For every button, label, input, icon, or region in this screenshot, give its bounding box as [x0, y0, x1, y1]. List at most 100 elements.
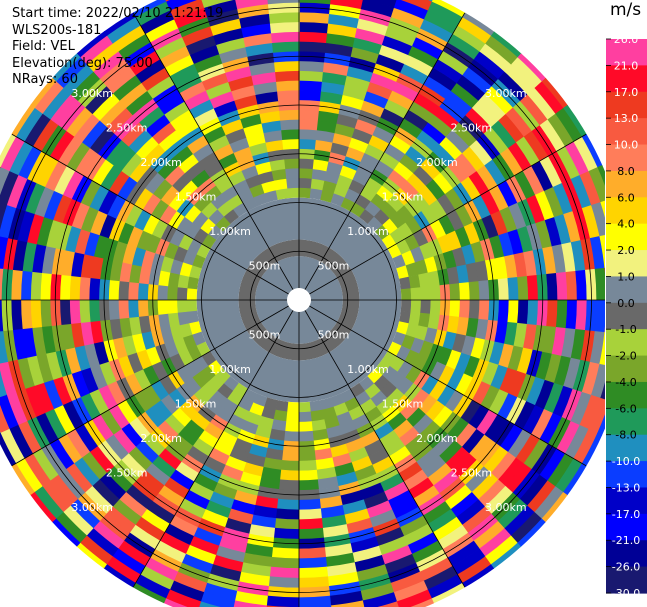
- colorbar-band: [606, 118, 647, 146]
- range-ring-label: 500m: [318, 328, 350, 341]
- gate-cell: [105, 434, 129, 461]
- gate-cell: [20, 299, 33, 330]
- gate-cell: [429, 285, 441, 301]
- gate-cell: [176, 365, 193, 384]
- gate-cell: [570, 391, 592, 426]
- gate-cell: [310, 409, 325, 422]
- gate-cell: [446, 266, 460, 285]
- gate-cell: [79, 534, 113, 565]
- gate-cell: [208, 447, 230, 466]
- gate-cell: [408, 101, 435, 123]
- gate-cell: [513, 322, 528, 349]
- gate-cell: [74, 344, 91, 371]
- gate-cell: [513, 401, 536, 431]
- colorbar-band: [606, 302, 647, 330]
- gate-cell: [476, 409, 498, 436]
- gate-cell: [164, 523, 194, 546]
- gate-cell: [152, 399, 173, 421]
- gate-cell: [591, 201, 605, 238]
- gate-cell: [508, 370, 527, 398]
- range-ring-label: 2.00km: [140, 156, 182, 169]
- gate-cell: [128, 128, 153, 154]
- gate-cell: [375, 53, 405, 74]
- nrays-text: NRays: 60: [12, 72, 78, 87]
- gate-cell: [201, 509, 229, 528]
- gate-cell: [22, 327, 37, 358]
- gate-cell: [138, 315, 152, 334]
- gate-cell: [261, 120, 282, 134]
- gate-cell: [209, 491, 235, 510]
- gate-cell: [531, 160, 554, 192]
- gate-cell: [150, 380, 169, 401]
- gate-cell: [61, 249, 76, 277]
- gate-cell: [298, 430, 314, 442]
- gate-cell: [446, 540, 480, 567]
- gate-cell: [438, 365, 456, 386]
- gate-cell: [24, 112, 52, 147]
- gate-cell: [422, 501, 452, 525]
- gate-cell: [232, 437, 253, 454]
- gate-cell: [396, 205, 414, 223]
- gate-cell: [198, 601, 221, 607]
- gate-cell: [388, 90, 415, 111]
- gate-cell: [177, 311, 190, 326]
- gate-cell: [203, 455, 226, 475]
- gate-cell: [223, 208, 240, 224]
- gate-cell: [255, 161, 273, 175]
- gate-cell: [65, 462, 93, 493]
- gate-cell: [298, 459, 317, 472]
- gate-cell: [138, 106, 165, 130]
- gate-cell: [522, 405, 545, 435]
- gate-cell: [494, 320, 508, 345]
- gate-cell: [462, 146, 486, 172]
- gate-cell: [215, 368, 231, 384]
- gate-cell: [411, 192, 430, 212]
- gate-cell: [377, 601, 399, 607]
- range-ring-label: 3.00km: [485, 501, 527, 514]
- gate-cell: [516, 518, 546, 548]
- gate-cell: [483, 414, 507, 442]
- gate-cell: [299, 119, 319, 131]
- gate-cell: [324, 170, 341, 185]
- gate-cell: [89, 210, 108, 236]
- gate-cell: [415, 448, 440, 471]
- gate-cell: [298, 411, 312, 423]
- gate-cell: [275, 188, 289, 200]
- colorbar-tick-label: -17.0: [612, 508, 640, 521]
- gate-cell: [430, 582, 465, 604]
- gate-cell: [497, 71, 529, 102]
- gate-cell: [544, 353, 562, 384]
- gate-cell: [498, 113, 525, 144]
- gate-cell: [271, 419, 287, 432]
- gate-cell: [354, 464, 377, 482]
- gate-cell: [326, 562, 357, 577]
- gate-cell: [65, 106, 94, 137]
- gate-cell: [33, 485, 64, 519]
- gate-cell: [0, 170, 19, 206]
- gate-cell: [244, 543, 274, 558]
- gate-cell: [316, 120, 338, 134]
- colorbar-band: [606, 250, 647, 278]
- gate-cell: [142, 143, 166, 167]
- gate-cell: [366, 500, 393, 519]
- gate-cell: [561, 328, 576, 359]
- gate-cell: [412, 485, 440, 508]
- gate-cell: [165, 589, 202, 607]
- gate-cell: [450, 492, 479, 518]
- gate-cell: [32, 118, 59, 152]
- gate-cell: [535, 351, 553, 381]
- gate-cell: [173, 7, 208, 29]
- colorbar-tick-label: -26.0: [612, 561, 640, 574]
- gate-zone-1: [255, 256, 343, 344]
- gate-cell: [588, 166, 605, 203]
- gate-cell: [186, 445, 209, 465]
- gate-cell: [216, 37, 247, 55]
- gate-cell: [157, 284, 169, 300]
- gate-cell: [231, 84, 257, 101]
- gate-cell: [52, 376, 72, 406]
- gate-cell: [389, 228, 406, 245]
- gate-cell: [140, 508, 170, 533]
- gate-cell: [455, 499, 486, 526]
- gate-cell: [112, 24, 147, 52]
- gate-cell: [260, 406, 276, 420]
